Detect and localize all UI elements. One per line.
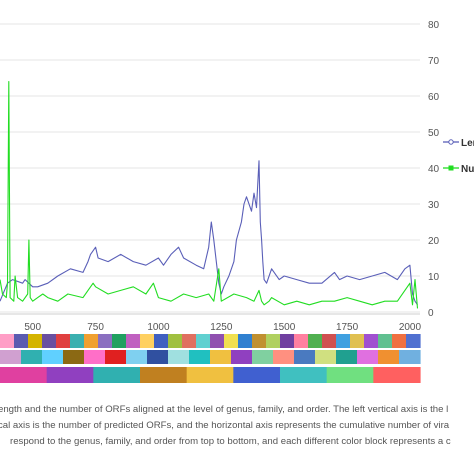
order-block-2 bbox=[93, 367, 141, 383]
order-block-6 bbox=[280, 367, 328, 383]
chart-legend: Len Nu bbox=[443, 138, 474, 175]
family-block-6 bbox=[126, 350, 148, 364]
x-axis-ticks: 500 750 1000 1250 1500 1750 2000 bbox=[24, 322, 421, 333]
order-block-8 bbox=[373, 367, 421, 383]
family-block-8 bbox=[168, 350, 190, 364]
genus-block-6 bbox=[84, 334, 99, 348]
order-block-0 bbox=[0, 367, 48, 383]
y-axis-ticks: 0 10 20 30 40 50 60 70 80 bbox=[428, 20, 440, 319]
family-block-14 bbox=[294, 350, 316, 364]
genus-block-17 bbox=[238, 334, 253, 348]
genus-block-22 bbox=[308, 334, 323, 348]
genus-block-4 bbox=[56, 334, 71, 348]
x-tick-label-1250: 1250 bbox=[210, 322, 233, 333]
chart-gridlines bbox=[0, 23, 420, 315]
genus-block-9 bbox=[126, 334, 141, 348]
caption-line-2: cal axis is the number of predicted ORFs… bbox=[0, 420, 450, 431]
genus-block-23 bbox=[322, 334, 337, 348]
genus-block-3 bbox=[42, 334, 57, 348]
genus-block-14 bbox=[196, 334, 211, 348]
genus-block-26 bbox=[364, 334, 379, 348]
y-tick-label-0: 0 bbox=[428, 308, 434, 319]
legend-label-0: Len bbox=[461, 138, 474, 149]
genus-block-29 bbox=[406, 334, 421, 348]
family-block-7 bbox=[147, 350, 169, 364]
genus-block-12 bbox=[168, 334, 183, 348]
order-block-1 bbox=[46, 367, 94, 383]
family-block-11 bbox=[231, 350, 253, 364]
family-block-12 bbox=[252, 350, 274, 364]
series-line-len bbox=[0, 160, 418, 306]
genus-block-19 bbox=[266, 334, 281, 348]
family-block-10 bbox=[210, 350, 232, 364]
genus-block-0 bbox=[0, 334, 15, 348]
family-block-4 bbox=[84, 350, 106, 364]
family-block-15 bbox=[315, 350, 337, 364]
genus-block-21 bbox=[294, 334, 309, 348]
genus-block-28 bbox=[392, 334, 407, 348]
x-tick-label-1750: 1750 bbox=[336, 322, 359, 333]
x-tick-label-2000: 2000 bbox=[399, 322, 422, 333]
genus-block-10 bbox=[140, 334, 155, 348]
x-tick-label-750: 750 bbox=[87, 322, 104, 333]
y-tick-label-30: 30 bbox=[428, 200, 440, 211]
x-tick-label-1500: 1500 bbox=[273, 322, 296, 333]
x-tick-label-1000: 1000 bbox=[147, 322, 170, 333]
plot-area bbox=[0, 81, 419, 309]
family-block-2 bbox=[42, 350, 64, 364]
family-block-13 bbox=[273, 350, 295, 364]
order-block-3 bbox=[140, 367, 188, 383]
family-block-9 bbox=[189, 350, 211, 364]
y-tick-label-70: 70 bbox=[428, 56, 440, 67]
genus-block-27 bbox=[378, 334, 393, 348]
caption-line-1: ength and the number of ORFs aligned at … bbox=[0, 404, 449, 415]
y-tick-label-40: 40 bbox=[428, 164, 440, 175]
family-block-3 bbox=[63, 350, 85, 364]
y-tick-label-80: 80 bbox=[428, 20, 440, 31]
taxonomy-color-bars bbox=[0, 334, 421, 383]
x-tick-label-500: 500 bbox=[24, 322, 41, 333]
figure-caption: ength and the number of ORFs aligned at … bbox=[0, 402, 474, 472]
family-block-19 bbox=[399, 350, 421, 364]
family-block-5 bbox=[105, 350, 127, 364]
legend-marker-1 bbox=[448, 165, 454, 171]
genus-block-1 bbox=[14, 334, 29, 348]
caption-line-3: respond to the genus, family, and order … bbox=[10, 436, 451, 447]
genus-block-2 bbox=[28, 334, 43, 348]
genus-block-24 bbox=[336, 334, 351, 348]
order-block-7 bbox=[326, 367, 374, 383]
series-line-nu bbox=[0, 81, 419, 309]
genus-block-15 bbox=[210, 334, 225, 348]
family-block-17 bbox=[357, 350, 379, 364]
genus-block-16 bbox=[224, 334, 239, 348]
genus-block-20 bbox=[280, 334, 295, 348]
family-block-0 bbox=[0, 350, 22, 364]
family-block-18 bbox=[378, 350, 400, 364]
genus-block-18 bbox=[252, 334, 267, 348]
y-tick-label-10: 10 bbox=[428, 272, 440, 283]
family-block-1 bbox=[21, 350, 43, 364]
order-block-5 bbox=[233, 367, 281, 383]
legend-label-1: Nu bbox=[461, 164, 474, 175]
y-tick-label-50: 50 bbox=[428, 128, 440, 139]
legend-marker-0 bbox=[448, 139, 454, 145]
y-tick-label-20: 20 bbox=[428, 236, 440, 247]
y-tick-label-60: 60 bbox=[428, 92, 440, 103]
genus-block-7 bbox=[98, 334, 113, 348]
genus-block-5 bbox=[70, 334, 85, 348]
genus-block-13 bbox=[182, 334, 197, 348]
order-block-4 bbox=[186, 367, 234, 383]
genus-block-25 bbox=[350, 334, 365, 348]
genus-block-11 bbox=[154, 334, 169, 348]
family-block-16 bbox=[336, 350, 358, 364]
genus-block-8 bbox=[112, 334, 127, 348]
